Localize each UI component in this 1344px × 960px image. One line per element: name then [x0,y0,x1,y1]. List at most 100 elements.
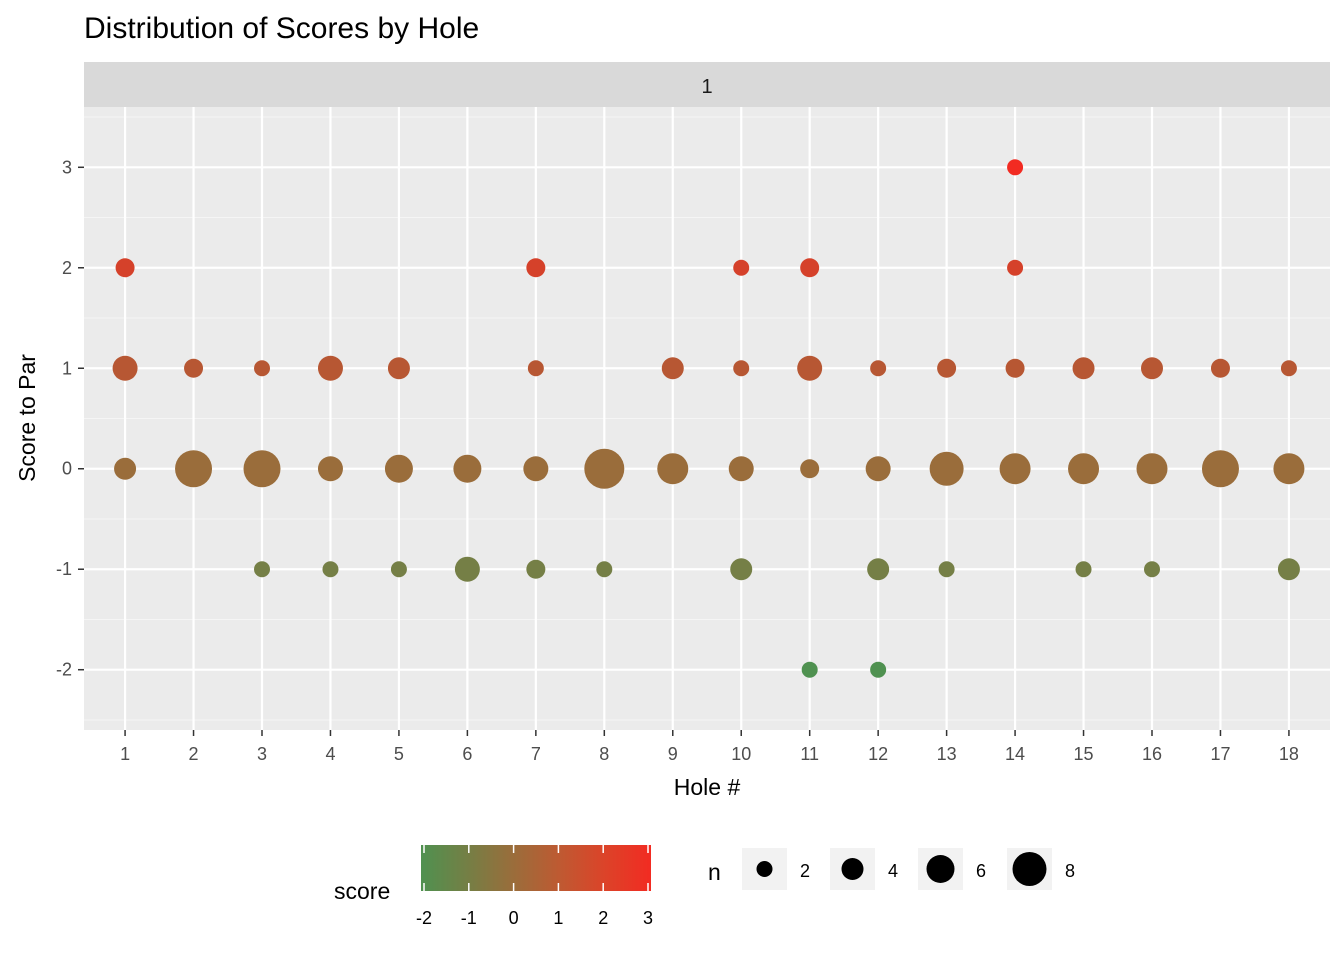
data-point [454,556,480,582]
data-point [175,450,213,488]
data-point [527,360,544,377]
data-point [1144,561,1160,578]
chart-title: Distribution of Scores by Hole [84,12,479,45]
color-legend-title: score [334,878,390,904]
data-point [596,561,613,578]
data-point [317,355,343,381]
data-point [1277,558,1300,581]
data-point [523,456,549,482]
x-tick-label: 3 [257,744,267,764]
x-tick-label: 11 [800,744,819,764]
data-point [387,357,410,380]
x-tick-label: 12 [868,744,888,764]
x-tick-label: 16 [1142,744,1162,764]
data-point [243,450,281,488]
size-legend-label: 8 [1065,861,1075,881]
data-point [1007,159,1024,176]
data-point [1273,453,1305,485]
x-axis-title: Hole # [674,774,741,800]
data-point [800,258,820,278]
x-axis-ticks: 1 2 3 4 5 6 7 8 9 10 11 12 13 14 15 16 17 18 [120,730,1299,764]
data-point [661,357,684,380]
data-point [453,454,482,483]
color-legend-label: 1 [553,908,563,928]
data-point [733,360,750,377]
data-point [728,456,754,482]
data-points [112,159,1305,678]
size-legend-dot [841,858,864,880]
data-point [938,561,955,578]
data-point [384,454,413,483]
data-point [115,258,135,278]
y-tick-label: 1 [62,358,72,378]
data-point [1141,357,1163,380]
data-point [1007,259,1024,276]
data-point [801,661,818,678]
x-tick-label: 18 [1279,744,1299,764]
data-point [800,459,820,479]
size-legend-keys: 2 4 6 8 [742,848,1075,890]
data-point [730,558,753,581]
data-point [1210,358,1230,378]
data-point [254,360,270,377]
data-point [526,559,546,579]
data-point [184,358,204,378]
x-tick-label: 5 [394,744,404,764]
x-tick-label: 7 [531,744,541,764]
x-tick-label: 8 [599,744,609,764]
x-tick-label: 15 [1074,744,1094,764]
x-tick-label: 4 [325,744,335,764]
data-point [929,451,964,486]
data-point [114,457,137,480]
size-legend-label: 2 [800,861,810,881]
size-legend-label: 6 [976,861,986,881]
data-point [317,456,343,482]
color-legend-breaks: -2 -1 0 1 2 3 [416,845,653,928]
x-tick-label: 6 [462,744,472,764]
size-legend-dot [1012,852,1047,886]
data-point [867,558,890,581]
y-tick-label: -1 [56,559,72,579]
data-point [1201,450,1239,488]
y-tick-label: 0 [62,459,72,479]
x-tick-label: 1 [120,744,130,764]
y-axis-ticks: 3 2 1 0 -1 -2 [56,157,84,680]
x-tick-label: 9 [668,744,678,764]
y-tick-label: -2 [56,660,72,680]
color-legend: score -2 -1 0 1 2 3 [334,845,653,928]
data-point [254,561,270,578]
data-point [112,355,138,381]
size-legend-title: n [708,859,721,885]
color-legend-label: 3 [643,908,653,928]
data-point [870,661,887,678]
data-point [1075,561,1092,578]
x-tick-label: 10 [731,744,751,764]
x-tick-label: 17 [1210,744,1230,764]
gridlines [84,107,1330,730]
size-legend-label: 4 [888,861,898,881]
data-point [1136,453,1168,485]
data-point [865,456,891,482]
data-point [937,358,957,378]
color-legend-label: 0 [509,908,519,928]
y-axis-title: Score to Par [14,354,40,482]
data-point [870,360,887,377]
data-point [390,561,407,578]
data-point [1280,360,1297,377]
x-tick-label: 13 [937,744,957,764]
size-legend: n 2 4 6 8 [708,848,1075,890]
x-tick-label: 2 [189,744,199,764]
size-legend-dot [926,855,955,883]
data-point [733,259,750,276]
color-legend-label: -2 [416,908,432,928]
color-legend-label: 2 [598,908,608,928]
color-legend-label: -1 [461,908,477,928]
color-legend-bar [421,845,651,891]
data-point [999,453,1031,485]
size-legend-dot [756,861,773,877]
facet-label: 1 [701,76,712,98]
y-tick-label: 3 [62,157,72,177]
data-point [657,453,689,485]
data-point [1068,453,1100,485]
